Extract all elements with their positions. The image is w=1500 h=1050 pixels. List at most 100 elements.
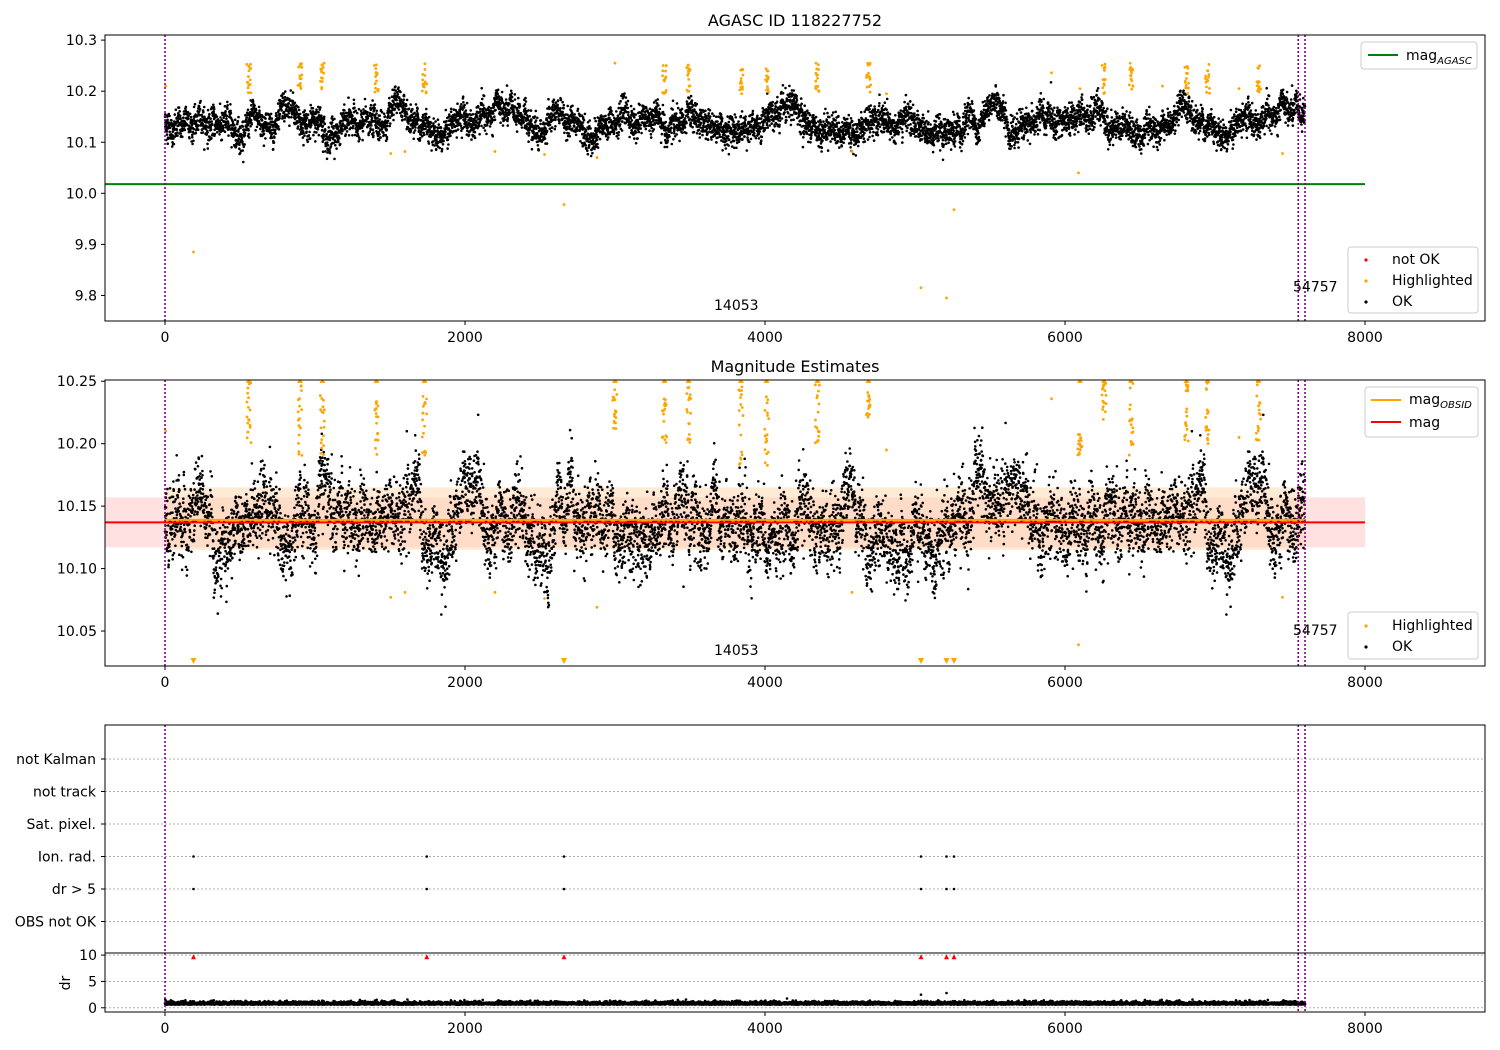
panel1-ok-point <box>429 135 433 139</box>
panel1-ok-point <box>277 125 280 128</box>
panel1-ok-point <box>690 106 694 109</box>
panel1-ok-point <box>818 132 822 135</box>
panel1-ok-point <box>379 136 382 139</box>
panel1-ok-point <box>284 98 287 102</box>
panel1-ok-point <box>658 107 662 111</box>
panel1-ok-point <box>388 116 392 119</box>
panel1-ok-point <box>794 111 798 115</box>
panel1-ok-point <box>427 142 431 145</box>
panel1-ok-point <box>808 113 812 117</box>
panel1-ok-point <box>340 132 343 135</box>
panel1-ok-point <box>249 125 252 128</box>
panel1-ok-point <box>638 103 641 107</box>
panel1-ok-point <box>697 128 701 132</box>
panel1-ok-point <box>202 105 206 109</box>
panel1-ok-point <box>237 128 240 131</box>
panel1-ok-point <box>706 132 709 135</box>
panel1-ok-point <box>372 131 375 134</box>
panel1-ok-point <box>187 114 190 118</box>
panel1-ok-point <box>718 135 722 139</box>
panel1-ok-point <box>708 115 712 118</box>
panel1-ok-point <box>353 106 356 110</box>
panel1-ok-point <box>818 123 821 126</box>
panel1-ok-point <box>705 127 709 130</box>
panel1-ok-point <box>310 123 313 127</box>
panel1-ok-point <box>462 101 465 104</box>
panel1-ok-point <box>277 109 281 112</box>
panel1-ok-point <box>749 137 753 141</box>
panel1-ok-point <box>316 128 320 131</box>
panel1-ok-point <box>191 142 194 146</box>
panel1-ok-point <box>245 120 249 123</box>
panel1-ok-point <box>424 112 428 116</box>
panel1-ok-point <box>759 117 763 120</box>
panel1-ok-point <box>866 138 870 141</box>
panel1-ok-point <box>876 128 880 131</box>
panel1-ok-point <box>239 151 242 155</box>
panel1-ok-point <box>545 118 549 121</box>
panel1-ok-point <box>500 90 504 94</box>
panel1-ok-point <box>480 86 484 90</box>
panel1-ok-point <box>842 141 845 145</box>
panel1-ok-point <box>364 105 368 108</box>
panel1-ok-point <box>554 115 558 119</box>
panel1-ok-point <box>681 131 684 134</box>
panel1-ok-point <box>280 109 283 112</box>
panel1-ok-point <box>334 143 337 147</box>
panel1-ok-point <box>608 132 612 136</box>
panel1-ok-point <box>720 117 724 120</box>
panel1-ok-point <box>274 132 277 135</box>
panel1-ok-point <box>778 131 781 135</box>
panel1-ok-point <box>208 112 211 116</box>
panel1-ok-point <box>298 133 302 136</box>
panel1-ok-point <box>209 128 213 131</box>
panel1-ok-point <box>399 90 402 94</box>
panel1-ok-point <box>825 124 829 127</box>
panel1-ok-point <box>524 107 527 110</box>
panel1-ok-point <box>203 117 207 120</box>
panel1-ok-point <box>619 99 622 103</box>
panel1-ok-point <box>905 129 908 133</box>
panel1-ok-point <box>268 125 272 129</box>
panel1-ok-point <box>231 120 234 123</box>
panel1-ok-point <box>785 119 788 122</box>
panel1-ok-point <box>423 122 427 125</box>
panel1-ok-point <box>550 129 553 133</box>
panel1-ok-point <box>197 104 201 108</box>
panel1-ok-point <box>377 130 380 134</box>
panel1-ok-point <box>213 132 217 136</box>
panel1-ok-point <box>447 127 451 130</box>
panel1-ok-point <box>744 118 747 122</box>
panel1-ok-point <box>510 95 514 99</box>
panel1-ok-point <box>227 134 230 137</box>
panel1-ok-point <box>660 132 664 136</box>
panel1-ok-point <box>904 105 908 109</box>
panel1-ok-point <box>709 125 713 129</box>
panel1-ok-point <box>870 127 874 130</box>
panel1-ok-point <box>629 121 632 124</box>
panel1-ok-point <box>534 119 538 122</box>
panel1-ok-point <box>380 111 384 114</box>
panel1-ok-point <box>720 119 724 123</box>
panel1-ok-point <box>649 124 653 127</box>
panel1-ok-point <box>518 102 521 106</box>
panel1-ok-point <box>659 112 662 116</box>
panel1-ok-point <box>548 123 552 127</box>
panel1-ok-point <box>783 111 786 114</box>
panel1-ok-point <box>724 147 728 150</box>
panel1-ok-point <box>725 139 728 142</box>
panel1-ok-point <box>624 101 628 104</box>
panel1-ok-point <box>674 116 678 120</box>
panel1-ok-point <box>695 102 699 106</box>
panel1-ok-point <box>608 116 611 120</box>
panel1-ok-point <box>624 121 627 125</box>
panel1-ok-point <box>368 111 372 115</box>
panel1-ok-point <box>245 126 248 129</box>
panel1-ok-point <box>491 112 495 115</box>
panel1-ok-point <box>700 111 703 115</box>
panel1-ok-point <box>432 131 436 135</box>
panel1-ok-point <box>229 103 232 106</box>
panel1-ok-point <box>701 133 704 137</box>
panel1-ok-point <box>406 126 410 129</box>
panel1-ok-point <box>179 117 182 120</box>
